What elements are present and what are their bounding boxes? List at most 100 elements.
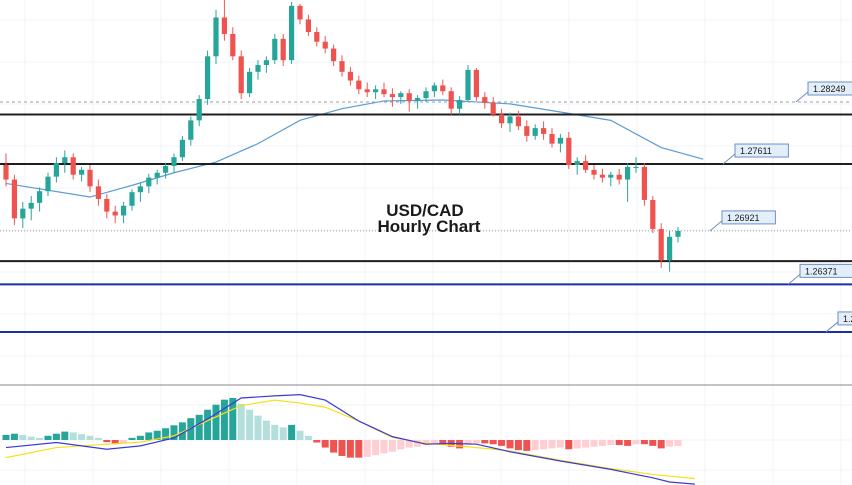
candle-body <box>658 229 664 261</box>
candle-body <box>566 137 572 165</box>
candle <box>658 223 664 268</box>
candle-body <box>188 120 194 140</box>
price-label-box <box>734 143 789 158</box>
candle <box>574 157 580 175</box>
macd-histogram-bar <box>120 440 128 444</box>
candle <box>389 88 395 107</box>
candle <box>104 194 110 219</box>
candle-body <box>457 99 463 109</box>
price-label-box <box>837 311 852 326</box>
macd-histogram-bar <box>61 431 69 440</box>
candle-body <box>112 211 118 216</box>
candle <box>675 227 681 243</box>
macd-histogram-bar <box>615 440 623 446</box>
macd-histogram-bar <box>128 437 136 440</box>
macd-histogram-bar <box>330 440 338 453</box>
candle-body <box>322 41 328 49</box>
candle-body <box>499 114 505 124</box>
price-level-layer <box>0 101 852 333</box>
macd-histogram-bar <box>170 425 178 440</box>
macd-histogram-bar <box>237 403 245 440</box>
macd-histogram-bar <box>262 420 270 440</box>
macd-histogram-bar <box>355 440 363 458</box>
macd-histogram-bar <box>94 437 102 440</box>
macd-histogram-bar <box>246 409 254 440</box>
candle-body <box>45 176 51 192</box>
candle <box>599 168 605 183</box>
price-label-text: 1.27611 <box>740 146 772 156</box>
macd-histogram-bar <box>338 440 346 456</box>
price-label-box <box>721 210 776 225</box>
candle <box>79 166 85 182</box>
candle <box>591 165 597 180</box>
macd-histogram-bar <box>657 440 665 449</box>
candle-body <box>28 202 34 209</box>
macd-histogram-bar <box>346 440 354 458</box>
candle <box>457 96 463 115</box>
candle-body <box>255 65 261 72</box>
macd-histogram-bar <box>52 433 60 440</box>
candle <box>633 157 639 173</box>
macd-histogram-bar <box>556 440 564 448</box>
price-label-leader <box>722 153 736 165</box>
macd-histogram-bar <box>624 440 632 446</box>
candle <box>331 44 337 66</box>
price-label-text: 1.26371 <box>805 266 838 276</box>
candle-body <box>608 174 614 178</box>
candle <box>322 35 328 54</box>
macd-histogram-bar <box>229 398 237 440</box>
candle-body <box>79 169 85 175</box>
candle <box>473 67 479 101</box>
price-level-label: 1.26921 <box>709 210 776 232</box>
macd-histogram-bar <box>136 435 144 440</box>
candle <box>188 116 194 146</box>
candle <box>524 120 530 142</box>
candle <box>163 163 169 179</box>
candle <box>137 182 143 202</box>
macd-histogram-bar <box>439 440 447 446</box>
candle <box>11 174 17 226</box>
macd-histogram-bar <box>649 440 657 446</box>
chart-title: USD/CAD <box>386 201 463 220</box>
candle <box>557 133 563 153</box>
candle-body <box>230 33 236 57</box>
candle <box>406 89 412 112</box>
macd-histogram-bar <box>162 428 170 440</box>
macd-line <box>5 394 695 485</box>
candle-body <box>440 85 446 92</box>
macd-histogram-bar <box>204 409 212 440</box>
candle-body <box>490 102 496 115</box>
candle-body <box>272 38 278 61</box>
candle-body <box>473 69 479 98</box>
candle-body <box>667 236 673 261</box>
candle <box>625 163 631 202</box>
candle-body <box>104 198 110 212</box>
macd-histogram-bar <box>44 435 52 440</box>
macd-histogram-bar <box>2 434 10 440</box>
macd-histogram-bar <box>531 440 539 451</box>
candle-body <box>70 157 76 175</box>
macd-histogram-bar <box>78 434 86 440</box>
candle <box>129 189 135 211</box>
candle-body <box>305 19 311 33</box>
candle-body <box>205 56 211 99</box>
macd-histogram-bar <box>288 424 296 440</box>
price-label-leader <box>787 273 801 285</box>
candle-body <box>146 177 152 187</box>
price-label-box <box>807 81 852 96</box>
macd-histogram-bar <box>380 440 388 454</box>
candle <box>356 75 362 95</box>
candle-body <box>583 161 589 170</box>
candle <box>364 82 370 98</box>
candle <box>20 201 26 229</box>
candle <box>423 87 429 102</box>
macd-histogram-bar <box>145 432 153 440</box>
macd-histogram-bar <box>27 436 35 440</box>
macd-histogram-bar <box>666 440 674 447</box>
macd-histogram-bar <box>271 424 279 440</box>
candle <box>230 27 236 61</box>
candle-body <box>238 56 244 94</box>
